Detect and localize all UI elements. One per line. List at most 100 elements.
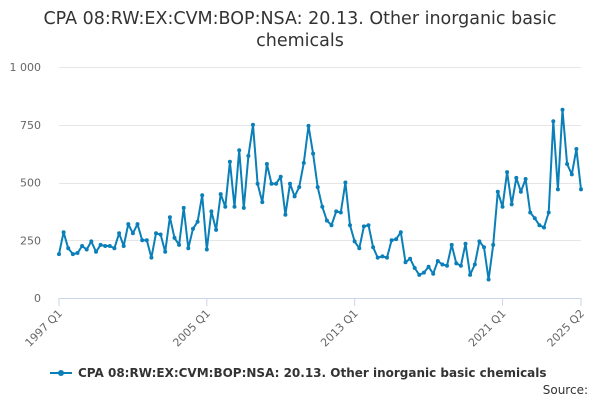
data-point[interactable] — [560, 107, 565, 112]
data-point[interactable] — [177, 242, 182, 247]
data-point[interactable] — [227, 159, 232, 164]
data-point[interactable] — [403, 260, 408, 265]
data-point[interactable] — [542, 225, 546, 230]
data-point[interactable] — [269, 181, 274, 186]
data-point[interactable] — [135, 222, 140, 227]
data-point[interactable] — [121, 244, 126, 248]
legend[interactable]: CPA 08:RW:EX:CVM:BOP:NSA: 20.13. Other i… — [50, 364, 547, 382]
data-point[interactable] — [509, 202, 514, 207]
data-point[interactable] — [144, 238, 149, 243]
data-point[interactable] — [449, 242, 454, 247]
data-point[interactable] — [163, 249, 168, 254]
data-point[interactable] — [297, 185, 302, 190]
data-point[interactable] — [440, 262, 445, 267]
data-point[interactable] — [329, 223, 334, 228]
data-point[interactable] — [283, 212, 288, 217]
data-point[interactable] — [495, 189, 500, 194]
data-point[interactable] — [315, 185, 320, 190]
data-point[interactable] — [574, 147, 579, 151]
data-point[interactable] — [565, 162, 570, 166]
data-point[interactable] — [130, 231, 135, 236]
data-point[interactable] — [70, 252, 75, 257]
data-point[interactable] — [117, 231, 122, 236]
data-point[interactable] — [532, 216, 537, 221]
data-point[interactable] — [468, 272, 473, 277]
data-point[interactable] — [154, 231, 158, 236]
data-point[interactable] — [412, 266, 417, 270]
data-point[interactable] — [214, 227, 219, 232]
data-point[interactable] — [357, 246, 362, 251]
data-point[interactable] — [98, 242, 103, 247]
data-point[interactable] — [500, 204, 505, 209]
data-point[interactable] — [579, 187, 583, 192]
data-point[interactable] — [288, 181, 292, 186]
data-point[interactable] — [435, 259, 440, 263]
data-point[interactable] — [140, 238, 145, 243]
data-point[interactable] — [57, 252, 61, 257]
data-point[interactable] — [200, 193, 205, 198]
data-point[interactable] — [324, 218, 329, 223]
data-point[interactable] — [195, 219, 200, 224]
data-point[interactable] — [186, 246, 191, 251]
data-point[interactable] — [523, 177, 528, 181]
data-point[interactable] — [477, 239, 482, 244]
data-point[interactable] — [204, 247, 209, 252]
data-point[interactable] — [445, 263, 449, 268]
data-point[interactable] — [343, 180, 348, 185]
data-point[interactable] — [417, 272, 422, 277]
data-point[interactable] — [181, 205, 186, 210]
data-point[interactable] — [172, 235, 177, 240]
data-point[interactable] — [486, 277, 491, 282]
data-point[interactable] — [551, 119, 556, 124]
data-point[interactable] — [431, 271, 436, 276]
data-point[interactable] — [167, 215, 172, 220]
data-point[interactable] — [306, 123, 311, 128]
data-point[interactable] — [366, 223, 371, 228]
data-point[interactable] — [84, 247, 89, 252]
data-point[interactable] — [398, 230, 403, 235]
data-point[interactable] — [454, 261, 459, 266]
data-point[interactable] — [260, 200, 265, 205]
data-point[interactable] — [371, 245, 376, 250]
data-point[interactable] — [408, 256, 413, 261]
data-point[interactable] — [94, 249, 98, 254]
data-point[interactable] — [514, 175, 519, 180]
data-point[interactable] — [274, 181, 279, 186]
data-point[interactable] — [158, 232, 163, 237]
data-point[interactable] — [320, 204, 325, 209]
data-point[interactable] — [89, 239, 94, 244]
data-point[interactable] — [421, 270, 426, 275]
data-point[interactable] — [385, 255, 389, 260]
data-point[interactable] — [394, 237, 399, 242]
data-point[interactable] — [241, 205, 246, 210]
data-point[interactable] — [546, 210, 551, 215]
data-point[interactable] — [80, 244, 85, 248]
data-point[interactable] — [112, 246, 117, 251]
data-point[interactable] — [103, 244, 108, 248]
data-point[interactable] — [505, 170, 510, 175]
data-point[interactable] — [380, 254, 385, 259]
data-point[interactable] — [463, 241, 468, 246]
data-point[interactable] — [375, 255, 380, 260]
data-point[interactable] — [458, 263, 463, 268]
data-point[interactable] — [223, 204, 228, 209]
data-point[interactable] — [255, 181, 260, 186]
data-point[interactable] — [301, 160, 306, 165]
data-point[interactable] — [292, 194, 297, 199]
data-point[interactable] — [246, 153, 251, 158]
data-point[interactable] — [537, 223, 542, 228]
data-point[interactable] — [191, 226, 195, 231]
data-point[interactable] — [389, 238, 394, 243]
data-point[interactable] — [237, 148, 242, 153]
source-label[interactable]: Source: — [542, 383, 588, 397]
data-point[interactable] — [149, 255, 154, 260]
data-point[interactable] — [107, 244, 112, 248]
data-point[interactable] — [126, 222, 131, 227]
data-point[interactable] — [66, 246, 71, 251]
data-point[interactable] — [251, 122, 255, 127]
data-point[interactable] — [352, 239, 357, 244]
data-point[interactable] — [75, 251, 80, 255]
data-point[interactable] — [232, 204, 237, 209]
data-point[interactable] — [361, 224, 366, 229]
data-point[interactable] — [491, 242, 496, 247]
